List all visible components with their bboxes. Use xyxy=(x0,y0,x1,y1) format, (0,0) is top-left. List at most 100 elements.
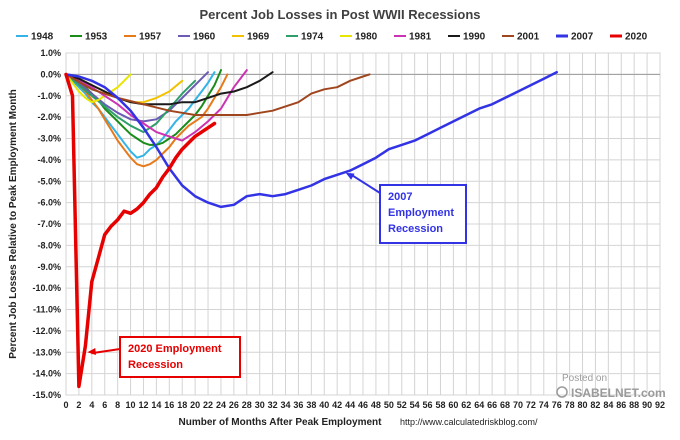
watermark-posted-on: Posted on xyxy=(562,373,607,384)
callout-box xyxy=(379,184,467,244)
y-tick-label: -2.0% xyxy=(37,112,61,122)
y-tick-label: -15.0% xyxy=(32,390,61,400)
y-tick-label: -12.0% xyxy=(32,326,61,336)
x-tick-label: 44 xyxy=(345,400,355,410)
x-tick-label: 60 xyxy=(448,400,458,410)
x-tick-label: 58 xyxy=(435,400,445,410)
x-tick-label: 68 xyxy=(500,400,510,410)
x-tick-label: 22 xyxy=(203,400,213,410)
x-tick-label: 38 xyxy=(306,400,316,410)
x-tick-label: 30 xyxy=(255,400,265,410)
y-tick-label: -6.0% xyxy=(37,198,61,208)
x-tick-label: 82 xyxy=(590,400,600,410)
legend-item: 1969 xyxy=(232,32,270,43)
y-tick-label: 1.0% xyxy=(40,48,61,58)
y-axis-ticks: 1.0% 0.0% -1.0% -2.0% -3.0% -4.0% -5.0% -6.0% -7… xyxy=(32,48,61,400)
x-tick-label: 62 xyxy=(461,400,471,410)
x-axis-ticks: 0 2 4 6 8 10 12 14 16 18 20 22 24 26 28 30 32 34 36 38 40 42 4… xyxy=(63,400,665,410)
legend-item: 1960 xyxy=(178,32,216,43)
y-tick-label: -13.0% xyxy=(32,347,61,357)
x-tick-label: 78 xyxy=(565,400,575,410)
legend-item: 1974 xyxy=(286,32,324,43)
legend-item: 1990 xyxy=(448,32,486,43)
y-tick-label: -3.0% xyxy=(37,134,61,144)
legend-item: 2007 xyxy=(556,32,594,43)
series-line-2001 xyxy=(65,73,371,116)
x-tick-label: 18 xyxy=(177,400,187,410)
y-tick-label: 0.0% xyxy=(40,69,61,79)
legend-label: 1948 xyxy=(31,32,54,43)
x-tick-label: 8 xyxy=(115,400,120,410)
chart-title: Percent Job Losses in Post WWII Recessio… xyxy=(199,7,480,22)
x-tick-label: 86 xyxy=(616,400,626,410)
x-tick-label: 26 xyxy=(229,400,239,410)
watermark: Posted on ISABELNET.com xyxy=(556,373,666,400)
x-tick-label: 6 xyxy=(102,400,107,410)
legend: 1948 1953 1957 1960 1969 1974 1980 1981 1990 2001… xyxy=(16,32,648,43)
legend-label: 1990 xyxy=(463,32,486,43)
x-tick-label: 92 xyxy=(655,400,665,410)
legend-item: 2001 xyxy=(502,32,540,43)
legend-item: 1980 xyxy=(340,32,378,43)
x-tick-label: 70 xyxy=(513,400,523,410)
source-note: http://www.calculatedriskblog.com/ xyxy=(400,417,538,427)
x-tick-label: 4 xyxy=(89,400,94,410)
legend-label: 2007 xyxy=(571,32,594,43)
x-tick-label: 28 xyxy=(242,400,252,410)
x-tick-label: 88 xyxy=(629,400,639,410)
x-tick-label: 14 xyxy=(151,400,161,410)
y-tick-label: -11.0% xyxy=(33,305,61,315)
x-tick-label: 0 xyxy=(63,400,68,410)
legend-label: 1974 xyxy=(301,32,324,43)
series-line-2020 xyxy=(64,72,217,389)
x-tick-label: 84 xyxy=(603,400,613,410)
y-tick-label: -5.0% xyxy=(37,176,61,186)
x-tick-label: 46 xyxy=(358,400,368,410)
y-tick-label: -9.0% xyxy=(37,262,61,272)
y-tick-label: -10.0% xyxy=(32,283,61,293)
legend-item: 1953 xyxy=(70,32,108,43)
x-tick-label: 56 xyxy=(423,400,433,410)
y-tick-label: -8.0% xyxy=(37,240,61,250)
legend-label: 1953 xyxy=(85,32,108,43)
x-tick-label: 72 xyxy=(526,400,536,410)
x-tick-label: 80 xyxy=(578,400,588,410)
x-tick-label: 90 xyxy=(642,400,652,410)
series-group xyxy=(64,69,558,389)
x-tick-label: 2 xyxy=(76,400,81,410)
x-tick-label: 50 xyxy=(384,400,394,410)
callout-label: 2007 xyxy=(388,191,412,203)
x-tick-label: 10 xyxy=(126,400,136,410)
series-line-2007 xyxy=(64,70,558,209)
callout-arrow-head xyxy=(345,172,355,180)
y-tick-label: -14.0% xyxy=(32,369,61,379)
legend-item: 1948 xyxy=(16,32,54,43)
legend-item: 1957 xyxy=(124,32,162,43)
legend-label: 2020 xyxy=(625,32,648,43)
x-tick-label: 42 xyxy=(332,400,342,410)
callout-label: Employment xyxy=(388,207,454,219)
series-line-1980 xyxy=(65,73,132,104)
callout-label: 2020 Employment xyxy=(128,343,222,355)
callout-1: 2020 Employment Recession xyxy=(87,336,241,378)
callout-label: Recession xyxy=(128,359,183,371)
legend-label: 2001 xyxy=(517,32,540,43)
callout-arrow-head xyxy=(87,347,96,355)
legend-label: 1980 xyxy=(355,32,378,43)
x-tick-label: 48 xyxy=(371,400,381,410)
watermark-logo-icon xyxy=(556,386,568,398)
callout-arrow-line xyxy=(349,172,381,194)
x-tick-label: 64 xyxy=(474,400,484,410)
x-tick-label: 24 xyxy=(216,400,226,410)
legend-label: 1960 xyxy=(193,32,216,43)
x-tick-label: 40 xyxy=(319,400,329,410)
y-tick-label: -1.0% xyxy=(37,91,61,101)
watermark-site: ISABELNET.com xyxy=(571,386,666,400)
x-tick-label: 74 xyxy=(539,400,549,410)
y-axis-label: Percent Job Losses Relative to Peak Empl… xyxy=(8,89,19,359)
x-tick-label: 12 xyxy=(138,400,148,410)
legend-label: 1969 xyxy=(247,32,270,43)
callout-0: 2007 Employment Recession xyxy=(345,172,467,244)
x-tick-label: 20 xyxy=(190,400,200,410)
